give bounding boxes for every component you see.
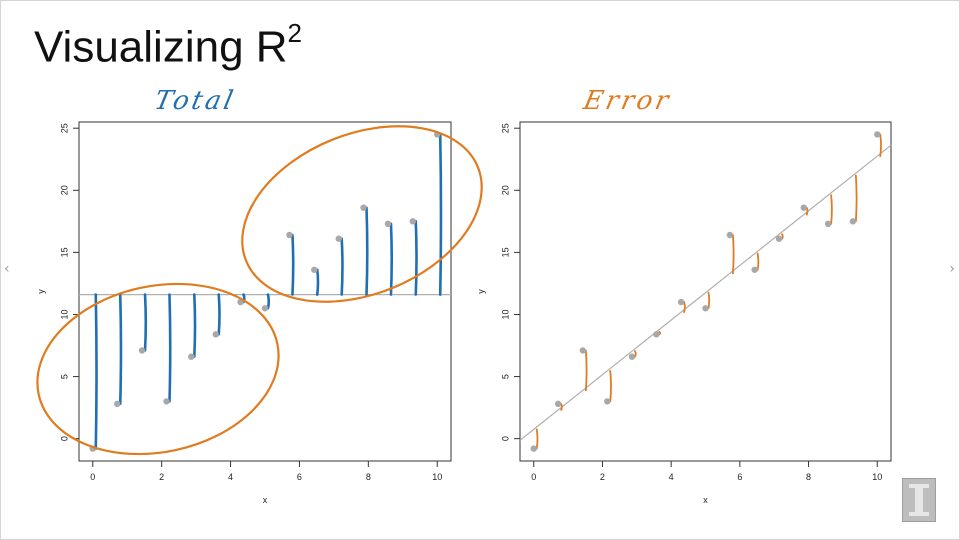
slide-title: Visualizing R2 [34, 18, 303, 72]
error-data-point [554, 400, 562, 408]
residual-stroke [535, 428, 539, 450]
error-y-axis-label: y [476, 289, 486, 294]
error-data-point [677, 298, 685, 306]
total-plot-frame [78, 121, 452, 462]
error-y-tick-label: 20 [500, 185, 510, 195]
residual-stroke [291, 233, 295, 296]
error-data-point [800, 204, 807, 211]
error-data-point [628, 353, 636, 360]
error-data-point [579, 347, 587, 354]
title-superscript: 2 [287, 18, 303, 48]
residual-stroke [168, 293, 172, 403]
total-y-tick-label: 0 [59, 436, 69, 441]
error-x-axis-label: x [703, 495, 708, 505]
residual-stroke [756, 252, 760, 271]
error-y-tick-label: 0 [500, 436, 510, 441]
residual-stroke [389, 222, 394, 296]
error-x-tick-label: 8 [806, 472, 811, 482]
upper-group-circle [241, 125, 483, 303]
total-x-tick-label: 8 [366, 472, 371, 482]
total-data-point [212, 331, 219, 338]
error-data-point [726, 231, 734, 239]
error-data-point [751, 266, 758, 273]
total-data-point [138, 347, 146, 354]
error-data-point [849, 218, 857, 225]
residual-stroke [192, 293, 197, 358]
error-data-point [824, 220, 832, 228]
error-x-tick-label: 6 [737, 472, 742, 482]
residual-stroke [560, 402, 563, 411]
total-data-point [360, 204, 367, 211]
total-x-tick-label: 6 [297, 472, 302, 482]
total-data-point [188, 353, 195, 360]
error-plot-frame [519, 121, 892, 462]
total-data-point [114, 400, 121, 408]
error-y-tick-label: 10 [500, 309, 510, 319]
total-x-tick-label: 10 [432, 472, 442, 482]
residual-stroke [609, 369, 612, 403]
error-x-tick-label: 4 [669, 472, 674, 482]
residual-stroke [683, 301, 686, 314]
total-y-tick-label: 10 [59, 309, 69, 319]
residual-stroke [805, 206, 809, 216]
lower-group-circle [36, 282, 280, 456]
error-x-tick-label: 10 [872, 472, 882, 482]
residual-stroke [707, 291, 711, 310]
residual-stroke [217, 293, 221, 336]
residual-stroke [143, 293, 148, 352]
error-y-tick-label: 25 [500, 123, 510, 133]
error-x-tick-label: 2 [600, 472, 605, 482]
residual-stroke [830, 194, 833, 225]
error-data-point [874, 131, 881, 138]
previous-slide-arrow-icon[interactable]: ‹ [4, 261, 10, 277]
total-x-tick-label: 2 [159, 472, 164, 482]
residual-stroke [634, 350, 637, 358]
error-data-point [604, 398, 611, 405]
total-data-point [335, 235, 342, 242]
residual-stroke [438, 133, 443, 296]
residual-stroke [315, 268, 320, 296]
error-data-point [653, 331, 660, 338]
total-data-point [311, 266, 318, 273]
total-y-tick-label: 25 [59, 123, 69, 133]
residual-stroke [414, 220, 418, 296]
residual-stroke [584, 349, 588, 392]
error-y-tick-label: 15 [500, 247, 510, 257]
error-y-tick-label: 5 [500, 374, 510, 379]
total-y-tick-label: 15 [59, 247, 69, 257]
residual-stroke [854, 174, 858, 223]
residual-stroke [365, 206, 369, 296]
error-x-tick-label: 0 [531, 472, 536, 482]
error-data-point [702, 305, 709, 312]
total-y-tick-label: 20 [59, 185, 69, 195]
total-data-point [163, 398, 170, 405]
university-logo-icon [902, 478, 936, 522]
residual-stroke [266, 293, 271, 310]
residual-stroke [781, 233, 784, 240]
total-x-tick-label: 4 [228, 472, 233, 482]
residual-stroke [94, 293, 98, 450]
regression-line [519, 144, 892, 441]
total-y-axis-label: y [36, 289, 46, 294]
total-data-point [409, 218, 416, 225]
total-y-tick-label: 5 [59, 374, 69, 379]
total-data-point [261, 305, 269, 312]
error-data-point [530, 445, 537, 452]
next-slide-arrow-icon[interactable]: › [949, 261, 955, 277]
residual-stroke [340, 237, 344, 296]
total-x-axis-label: x [263, 495, 268, 505]
residual-stroke [879, 133, 882, 158]
total-x-tick-label: 0 [90, 472, 95, 482]
residual-stroke [118, 293, 123, 406]
residual-stroke [731, 234, 735, 275]
total-data-point [286, 231, 293, 239]
total-data-point [384, 220, 392, 228]
error-data-point [775, 235, 783, 242]
residual-stroke [658, 330, 662, 336]
